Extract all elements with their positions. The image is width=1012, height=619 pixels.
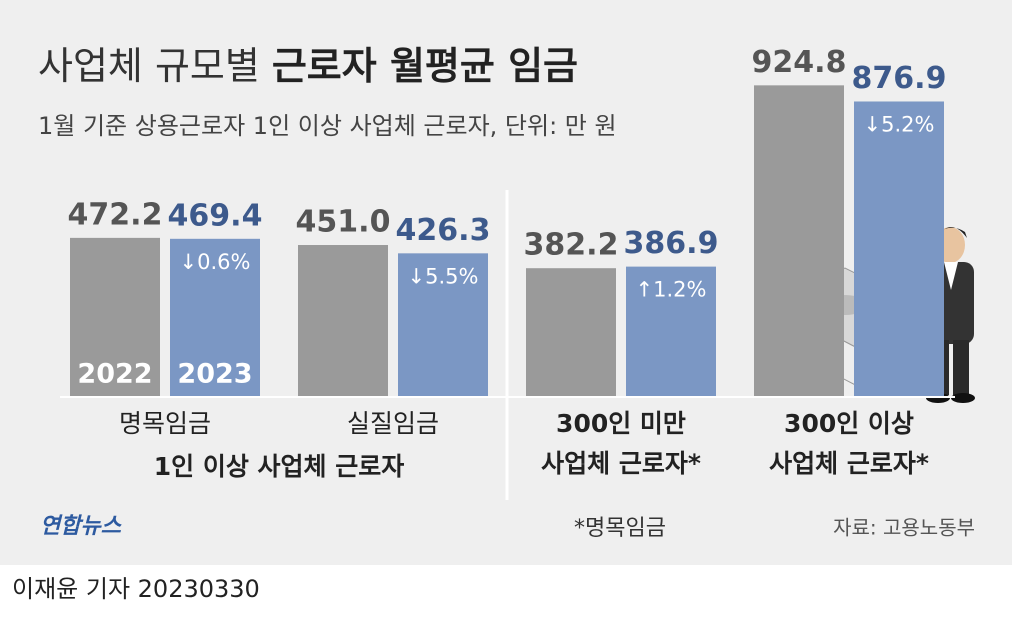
category-label: 사업체 근로자* [769,449,929,478]
change-label: ↓5.5% [408,264,479,288]
title-regular: 사업체 규모별 [38,44,260,88]
legend-label: 2023 [177,359,252,390]
chart-title: 사업체 규모별 근로자 월평균 임금 [38,44,578,88]
footnote: *명목임금 [574,516,666,541]
bar [626,266,716,397]
category-label: 사업체 근로자* [541,449,701,478]
change-label: ↑1.2% [636,278,707,302]
value-label: 426.3 [396,213,491,248]
bar [70,237,160,397]
category-label: 300인 이상 [784,409,914,438]
bar [298,245,388,397]
legend-label: 2022 [77,359,152,390]
bar [398,253,488,397]
value-label: 924.8 [752,45,847,80]
category-label: 명목임금 [119,409,211,438]
change-label: ↓0.6% [180,250,251,274]
change-label: ↓5.2% [864,112,935,136]
logo: 연합뉴스 [40,514,123,539]
value-label: 876.9 [852,61,947,96]
subtitle: 1월 기준 상용근로자 1인 이상 사업체 근로자, 단위: 만 원 [38,112,617,140]
bar [754,85,844,397]
value-label: 472.2 [68,197,163,232]
bar [526,268,616,397]
category-label: 300인 미만 [556,409,686,438]
value-label: 386.9 [624,226,719,261]
value-label: 469.4 [168,198,263,233]
group-label: 1인 이상 사업체 근로자 [154,452,405,481]
byline: 이재윤 기자 20230330 [12,575,260,603]
value-label: 382.2 [524,228,619,263]
value-label: 451.0 [296,205,391,240]
source: 자료: 고용노동부 [833,516,975,540]
bar [170,238,260,397]
bar [854,101,944,397]
title-bold: 근로자 월평균 임금 [272,44,578,88]
category-label: 실질임금 [347,409,439,438]
